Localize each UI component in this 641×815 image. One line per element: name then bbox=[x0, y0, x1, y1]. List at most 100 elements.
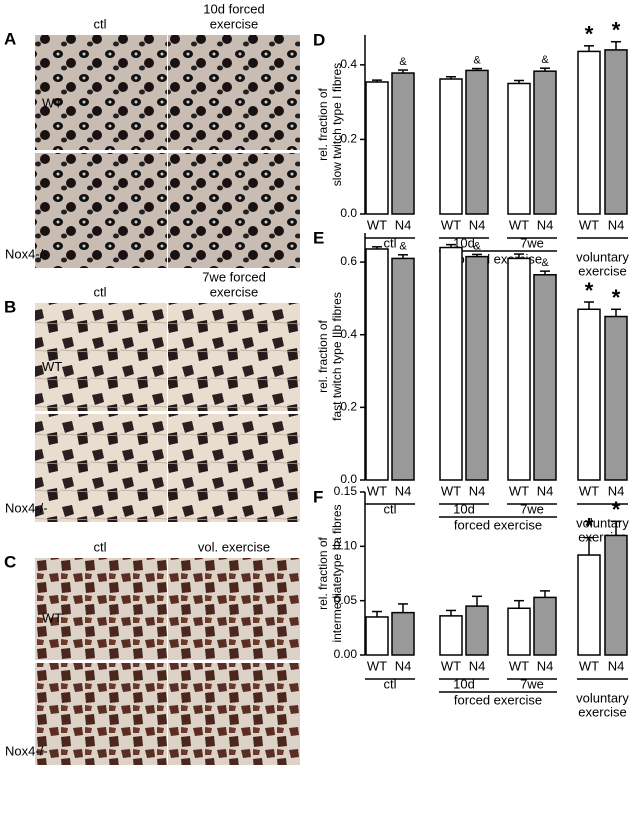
y-axis-label: rel. fraction of bbox=[316, 87, 330, 160]
bar bbox=[365, 248, 389, 481]
micrograph bbox=[35, 663, 167, 765]
x-tick-label: N4 bbox=[395, 658, 412, 673]
column-label: exercise bbox=[210, 284, 258, 299]
bar bbox=[365, 616, 389, 656]
x-tick-label: N4 bbox=[395, 483, 412, 498]
x-tick-label: WT bbox=[509, 658, 529, 673]
row-label: WT bbox=[42, 95, 62, 110]
panel-letter: B bbox=[4, 297, 16, 316]
x-tick-label: N4 bbox=[608, 483, 625, 498]
bar bbox=[604, 315, 628, 481]
row-label: Nox4-/- bbox=[5, 743, 48, 758]
x-tick-label: N4 bbox=[395, 217, 412, 232]
micrograph bbox=[168, 35, 300, 150]
x-tick-label: N4 bbox=[608, 658, 625, 673]
bar bbox=[507, 607, 531, 656]
y-tick-label: 0.15 bbox=[334, 484, 358, 498]
y-tick-label: 0.2 bbox=[340, 132, 357, 146]
micrograph bbox=[168, 663, 300, 765]
y-axis-label: fast twitch type IIb fibres bbox=[330, 292, 344, 421]
x-tick-label: WT bbox=[579, 658, 599, 673]
x-tick-label: WT bbox=[579, 217, 599, 232]
micrograph bbox=[168, 414, 300, 522]
significance-mark: * bbox=[612, 18, 621, 43]
x-tick-label: WT bbox=[441, 217, 461, 232]
significance-mark: * bbox=[612, 497, 621, 522]
bar bbox=[507, 257, 531, 481]
bar bbox=[391, 72, 415, 215]
significance-mark: & bbox=[473, 54, 481, 66]
supergroup-label: forced exercise bbox=[454, 692, 542, 707]
bar bbox=[391, 611, 415, 656]
significance-mark: & bbox=[541, 54, 549, 66]
column-label: 10d forced bbox=[203, 1, 264, 16]
bar bbox=[439, 246, 463, 481]
y-axis-label: slow twitch type I fibres bbox=[330, 63, 344, 186]
y-tick-label: 0.4 bbox=[340, 327, 357, 341]
panel-letter: C bbox=[4, 552, 16, 571]
group-label: ctl bbox=[384, 501, 397, 516]
y-tick-label: 0.0 bbox=[340, 206, 357, 220]
group-label: ctl bbox=[384, 235, 397, 250]
x-tick-label: N4 bbox=[469, 483, 486, 498]
bar bbox=[391, 257, 415, 481]
y-tick-label: 0.2 bbox=[340, 400, 357, 414]
y-tick-label: 0.0 bbox=[340, 472, 357, 486]
significance-mark: * bbox=[585, 513, 594, 538]
micrograph bbox=[35, 414, 167, 522]
group-label: 7we bbox=[520, 501, 544, 516]
x-tick-label: N4 bbox=[537, 483, 554, 498]
significance-mark: * bbox=[585, 278, 594, 303]
micrograph bbox=[168, 303, 300, 411]
column-label: vol. exercise bbox=[198, 539, 270, 554]
row-label: Nox4-/- bbox=[5, 500, 48, 515]
group-label: exercise bbox=[578, 263, 626, 278]
row-label: WT bbox=[42, 359, 62, 374]
significance-mark: & bbox=[399, 56, 407, 68]
x-tick-label: WT bbox=[367, 483, 387, 498]
bar bbox=[604, 49, 628, 215]
bar bbox=[577, 554, 601, 656]
significance-mark: * bbox=[612, 285, 621, 310]
significance-mark: & bbox=[473, 240, 481, 252]
bar bbox=[507, 82, 531, 215]
group-label: 10d bbox=[453, 676, 475, 691]
bar bbox=[465, 255, 489, 481]
y-tick-label: 0.6 bbox=[340, 254, 357, 268]
x-tick-label: N4 bbox=[469, 217, 486, 232]
bar bbox=[533, 596, 557, 656]
y-tick-label: 0.10 bbox=[334, 539, 358, 553]
row-label: Nox4-/- bbox=[5, 246, 48, 261]
bar bbox=[533, 70, 557, 215]
significance-mark: & bbox=[541, 257, 549, 269]
group-label: 7we bbox=[520, 676, 544, 691]
bar bbox=[577, 50, 601, 215]
y-axis-label: intermediatetype IIa fibres bbox=[330, 504, 344, 642]
micrograph bbox=[35, 153, 167, 268]
group-label: voluntary bbox=[576, 249, 629, 264]
x-tick-label: WT bbox=[441, 658, 461, 673]
bar bbox=[465, 605, 489, 656]
y-axis-label: rel. fraction of bbox=[316, 319, 330, 392]
micrograph bbox=[168, 153, 300, 268]
y-tick-label: 0.00 bbox=[334, 647, 358, 661]
panel-letter: F bbox=[313, 487, 323, 506]
group-label: 10d bbox=[453, 501, 475, 516]
x-tick-label: N4 bbox=[537, 658, 554, 673]
bar bbox=[604, 534, 628, 656]
row-label: WT bbox=[42, 611, 62, 626]
column-label: ctl bbox=[94, 539, 107, 554]
y-tick-label: 0.4 bbox=[340, 57, 357, 71]
panel-letter: E bbox=[313, 228, 324, 247]
micrograph bbox=[35, 558, 167, 660]
significance-mark: & bbox=[399, 241, 407, 253]
panel-letter: A bbox=[4, 29, 16, 48]
group-label: exercise bbox=[578, 704, 626, 719]
bar bbox=[365, 81, 389, 215]
micrograph bbox=[168, 558, 300, 660]
column-label: 7we forced bbox=[202, 269, 266, 284]
group-label: 7we bbox=[520, 235, 544, 250]
x-tick-label: N4 bbox=[469, 658, 486, 673]
